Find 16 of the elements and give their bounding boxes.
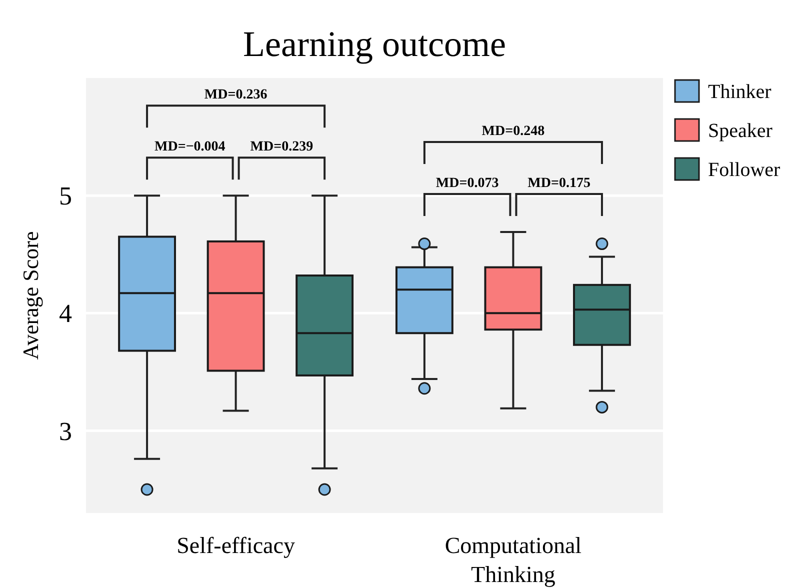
annotation: MD=0.236 [204,88,268,103]
annotation: MD=−0.004 [154,140,226,155]
annotation: MD=0.073 [436,176,499,192]
legend-label: Follower [708,159,781,181]
chart-title: Learning outcome [243,24,506,64]
x-tick-label: Computational Thinking [444,533,582,587]
y-axis-title: Average Score [18,231,43,360]
annotation: MD=0.239 [250,140,314,155]
legend-label: Speaker [708,120,773,142]
annotation: MD=0.175 [528,176,590,192]
y-tick-label: 4 [59,299,72,328]
annotation: MD=0.248 [482,124,545,140]
y-tick-label: 5 [59,182,72,211]
legend-label: Thinker [708,81,772,103]
y-tick-label: 3 [59,416,72,446]
x-tick-label: Self-efficacy [176,533,296,558]
